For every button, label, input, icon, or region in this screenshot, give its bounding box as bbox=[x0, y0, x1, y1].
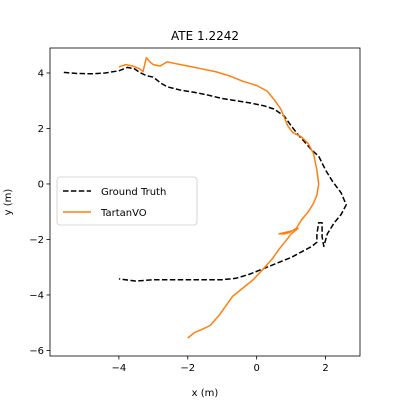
y-tick-label: 2 bbox=[38, 124, 44, 135]
y-tick-label: 0 bbox=[38, 179, 44, 190]
x-axis-ticks: −4 −2 0 2 bbox=[112, 356, 329, 374]
y-axis-label: y (m) bbox=[3, 189, 14, 216]
y-axis-ticks: −6 −4 −2 0 2 4 bbox=[29, 68, 50, 357]
plot-frame bbox=[49, 47, 361, 357]
legend-box bbox=[56, 176, 198, 226]
y-tick-label: −4 bbox=[29, 290, 44, 301]
legend-label-tartanvo: TartanVO bbox=[100, 208, 147, 219]
x-tick-label: −2 bbox=[180, 363, 195, 374]
y-tick-label: −2 bbox=[29, 235, 44, 246]
series-line-ground-truth bbox=[63, 66, 347, 282]
x-tick-label: 2 bbox=[322, 363, 328, 374]
legend-label-ground-truth: Ground Truth bbox=[101, 187, 166, 198]
x-axis-label: x (m) bbox=[192, 388, 219, 399]
y-tick-label: 4 bbox=[38, 68, 44, 79]
series-layer bbox=[63, 56, 347, 339]
series-line-tartanvo bbox=[118, 56, 320, 339]
legend: Ground Truth TartanVO bbox=[56, 176, 198, 226]
y-tick-label: −6 bbox=[29, 346, 44, 357]
x-tick-label: 0 bbox=[253, 363, 259, 374]
chart-title: ATE 1.2242 bbox=[171, 29, 239, 43]
x-tick-label: −4 bbox=[112, 363, 127, 374]
